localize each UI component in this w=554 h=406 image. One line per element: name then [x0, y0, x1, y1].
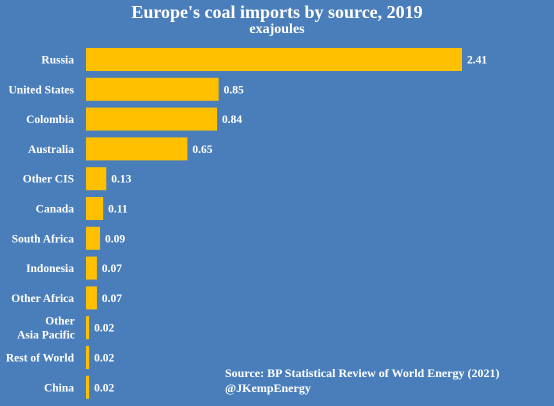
bar-russia: [86, 48, 462, 71]
bar-south-africa: [86, 226, 101, 250]
bar-china: [86, 375, 90, 399]
bar-other-asia-pacific: [86, 316, 90, 340]
source-note: Source: BP Statistical Review of World E…: [225, 366, 500, 396]
category-label-other-cis: Other CIS: [23, 174, 74, 186]
value-label-australia: 0.65: [192, 144, 212, 156]
category-label-australia: Australia: [28, 144, 74, 156]
bar-australia: [86, 137, 188, 161]
chart-subtitle: exajoules: [249, 22, 305, 37]
value-label-indonesia: 0.07: [102, 263, 122, 275]
bar-united-states: [86, 77, 219, 101]
category-label-rest-of-world: Rest of World: [6, 353, 75, 365]
bar-rest-of-world: [86, 346, 90, 369]
source-line: Source: BP Statistical Review of World E…: [225, 366, 500, 380]
value-label-united-states: 0.85: [224, 84, 244, 96]
value-label-other-cis: 0.13: [111, 174, 131, 186]
value-label-colombia: 0.84: [222, 114, 242, 126]
category-label-united-states: United States: [9, 84, 75, 96]
value-label-rest-of-world: 0.02: [94, 353, 114, 365]
category-label-colombia: Colombia: [26, 114, 74, 126]
author-handle: @JKempEnergy: [225, 381, 311, 395]
category-label-south-africa: South Africa: [12, 233, 75, 245]
bar-indonesia: [86, 256, 97, 280]
value-label-russia: 2.41: [467, 55, 487, 67]
chart-title: Europe's coal imports by source, 2019: [131, 2, 423, 22]
value-label-china: 0.02: [94, 382, 114, 394]
category-label-indonesia: Indonesia: [26, 263, 74, 275]
value-label-other-africa: 0.07: [102, 293, 122, 305]
value-label-south-africa: 0.09: [105, 233, 125, 245]
value-label-other-asia-pacific: 0.02: [94, 323, 114, 335]
category-label-russia: Russia: [41, 55, 74, 67]
bar-colombia: [86, 107, 218, 131]
category-label-other-africa: Other Africa: [11, 293, 74, 305]
category-label-other-asia-pacific: Other Asia Pacific: [17, 316, 75, 342]
category-label-china: China: [44, 382, 74, 394]
bar-canada: [86, 197, 104, 220]
category-label-canada: Canada: [36, 204, 75, 216]
value-label-canada: 0.11: [108, 204, 128, 216]
bar-other-africa: [86, 286, 97, 310]
bar-other-cis: [86, 167, 107, 191]
